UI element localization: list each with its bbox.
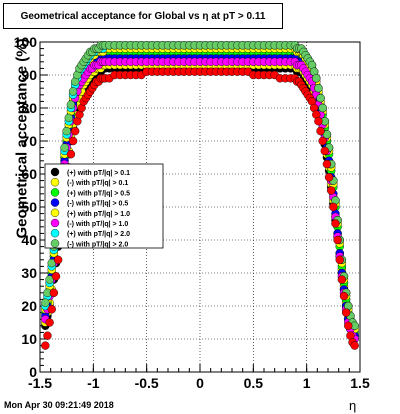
data-point	[66, 100, 76, 109]
x-tick-label: -1.5	[28, 375, 52, 391]
x-tick-label: 1.5	[350, 375, 370, 391]
y-tick-label: 90	[21, 67, 37, 83]
data-point	[341, 308, 351, 317]
x-tick-label: 0	[196, 375, 204, 391]
legend-marker	[50, 198, 60, 207]
legend: (+) with pT/|q| > 0.1 (-) with pT/|q| > 0…	[44, 163, 164, 249]
legend-label: (-) with pT/|q| > 0.5	[67, 201, 128, 208]
y-tick-label: 20	[21, 298, 37, 314]
legend-label: (+) with pT/|q| > 1.0	[67, 211, 130, 218]
data-point	[320, 146, 329, 156]
data-point	[337, 275, 347, 284]
data-point	[47, 305, 56, 314]
data-point	[60, 143, 69, 152]
legend-marker	[50, 188, 60, 197]
data-point	[41, 298, 50, 307]
x-tick-label: 1	[303, 375, 311, 391]
data-point	[327, 186, 336, 195]
data-point	[335, 255, 344, 264]
y-tick-label: 70	[21, 133, 37, 149]
legend-marker	[50, 177, 60, 187]
x-axis-label: η	[349, 398, 357, 413]
data-point	[45, 318, 54, 327]
legend-marker	[50, 239, 60, 248]
legend-label: (-) with pT/|q| > 2.0	[67, 241, 128, 248]
data-point	[64, 113, 74, 123]
legend-box	[44, 163, 164, 249]
data-point	[322, 159, 332, 169]
legend-label: (+) with pT/|q| > 0.5	[67, 190, 130, 197]
data-point	[70, 126, 80, 136]
y-tick-label: 30	[21, 265, 37, 281]
x-tick-label: 0.5	[244, 375, 264, 391]
data-point	[53, 255, 63, 264]
data-point	[333, 235, 342, 245]
y-tick-label: 10	[21, 331, 37, 347]
data-point	[41, 341, 50, 350]
timestamp-footer: Mon Apr 30 09:21:49 2018	[4, 400, 114, 410]
data-point	[43, 331, 52, 340]
x-tick-label: -1	[87, 375, 100, 391]
data-point	[339, 291, 349, 301]
data-point	[331, 219, 340, 228]
data-point	[318, 136, 327, 146]
data-point	[312, 74, 321, 83]
y-axis-label: Geometrical acceptance (%)	[13, 38, 31, 239]
data-point	[350, 341, 359, 350]
legend-marker	[50, 218, 60, 228]
legend-label: (-) with pT/|q| > 1.0	[67, 221, 128, 228]
data-point	[314, 116, 323, 126]
y-tick-label: 50	[21, 199, 37, 215]
data-point	[344, 321, 353, 330]
data-point	[318, 103, 327, 113]
data-point	[68, 87, 78, 96]
legend-label: (+) with pT/|q| > 0.1	[67, 170, 130, 177]
y-tick-label: 60	[21, 166, 37, 182]
legend-marker	[50, 208, 60, 218]
data-point	[49, 288, 59, 297]
data-point	[51, 272, 61, 281]
legend-label: (-) with pT/|q| > 0.1	[67, 180, 128, 187]
legend-label: (+) with pT/|q| > 2.0	[67, 231, 130, 238]
data-point	[62, 126, 71, 136]
chart-title: Geometrical acceptance for Global vs η a…	[3, 3, 283, 29]
data-point	[66, 149, 76, 159]
y-tick-label: 80	[21, 100, 37, 116]
data-point	[316, 126, 325, 136]
x-tick-label: -0.5	[135, 375, 159, 391]
y-tick-label: 0	[29, 364, 37, 380]
axis-ticks: -1.5 -1 -0.5 0 0.5 1 1.5 0 10 20 30 40 50 60 70 80 90 100	[14, 34, 370, 391]
y-tick-label: 40	[21, 232, 37, 248]
data-point	[329, 202, 338, 212]
y-tick-label: 100	[14, 34, 38, 50]
data-point	[324, 173, 334, 182]
series-group	[41, 41, 359, 330]
data-point	[68, 136, 78, 146]
data-point	[316, 93, 325, 103]
data-point	[314, 83, 323, 93]
series-markers	[41, 41, 359, 350]
legend-marker	[50, 228, 60, 238]
legend-marker	[50, 167, 60, 177]
